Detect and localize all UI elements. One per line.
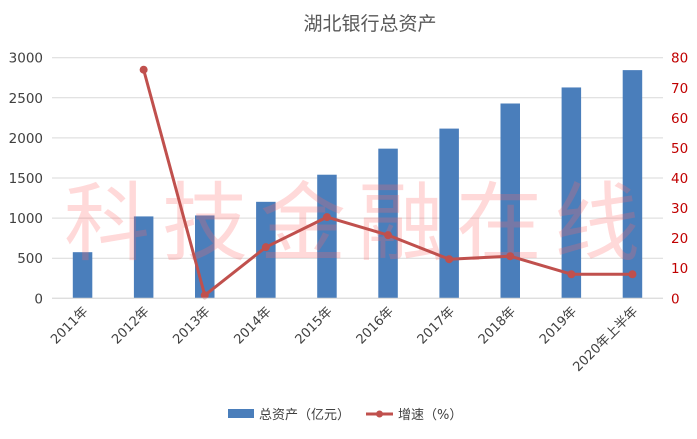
growth-marker — [139, 65, 148, 74]
x-axis-label: 2013年 — [170, 304, 213, 347]
bar — [561, 87, 582, 299]
gridlines — [52, 57, 663, 299]
right-axis-tick: 50 — [671, 141, 688, 157]
bar — [133, 216, 154, 299]
asset-bars — [72, 70, 643, 299]
right-axis-tick: 70 — [671, 81, 688, 97]
x-axis-label: 2019年 — [537, 304, 580, 347]
chart-title: 湖北银行总资产 — [303, 13, 436, 35]
bar — [622, 70, 643, 299]
growth-marker — [506, 252, 515, 261]
growth-marker — [445, 255, 454, 264]
growth-marker — [261, 243, 270, 252]
right-axis-ticks: 0 10 20 30 40 50 60 70 80 — [671, 51, 688, 308]
left-axis-tick: 1000 — [9, 211, 43, 227]
legend-bar-swatch — [228, 409, 254, 418]
left-axis-tick: 3000 — [9, 51, 43, 67]
bar — [500, 103, 520, 299]
right-axis-tick: 0 — [671, 291, 680, 307]
legend-line-marker — [376, 410, 383, 418]
x-axis-label: 2015年 — [293, 304, 336, 347]
left-axis-tick: 2500 — [9, 91, 43, 107]
growth-marker — [322, 213, 331, 222]
left-axis-tick: 500 — [17, 251, 43, 267]
right-axis-tick: 10 — [671, 261, 688, 277]
watermark: 科技金融在线 — [64, 174, 652, 274]
legend-line-label: 增速（%） — [398, 408, 462, 423]
bar — [378, 148, 398, 299]
x-axis-label: 2012年 — [109, 304, 152, 347]
growth-marker — [200, 291, 209, 300]
left-axis-tick: 2000 — [9, 131, 43, 147]
x-axis-label: 2018年 — [476, 304, 519, 347]
bar — [72, 252, 93, 299]
x-axis-label: 2016年 — [354, 304, 397, 347]
right-axis-tick: 20 — [671, 231, 688, 247]
growth-line — [139, 65, 637, 300]
growth-marker — [567, 270, 576, 279]
x-axis-labels: 2011年 2012年 2013年 2014年 2015年 2016年 2017年 2018年… — [48, 297, 663, 375]
left-axis-tick: 0 — [34, 291, 43, 307]
growth-marker — [384, 231, 393, 240]
growth-marker — [628, 270, 637, 279]
x-axis-label: 2020年上半年 — [571, 304, 642, 375]
x-axis-label: 2014年 — [231, 304, 274, 347]
right-axis-tick: 80 — [671, 51, 688, 67]
right-axis-tick: 40 — [671, 171, 688, 187]
right-axis-tick: 30 — [671, 201, 688, 217]
bar — [317, 174, 337, 299]
x-axis-label: 2017年 — [415, 304, 458, 347]
left-axis-ticks: 0 500 1000 1500 2000 2500 3000 — [9, 51, 43, 308]
right-axis-tick: 60 — [671, 111, 688, 127]
legend: 总资产（亿元） 增速（%） — [228, 408, 462, 423]
x-axis-label: 2011年 — [48, 304, 91, 347]
legend-bar-label: 总资产（亿元） — [259, 408, 350, 423]
left-axis-tick: 1500 — [9, 171, 43, 187]
